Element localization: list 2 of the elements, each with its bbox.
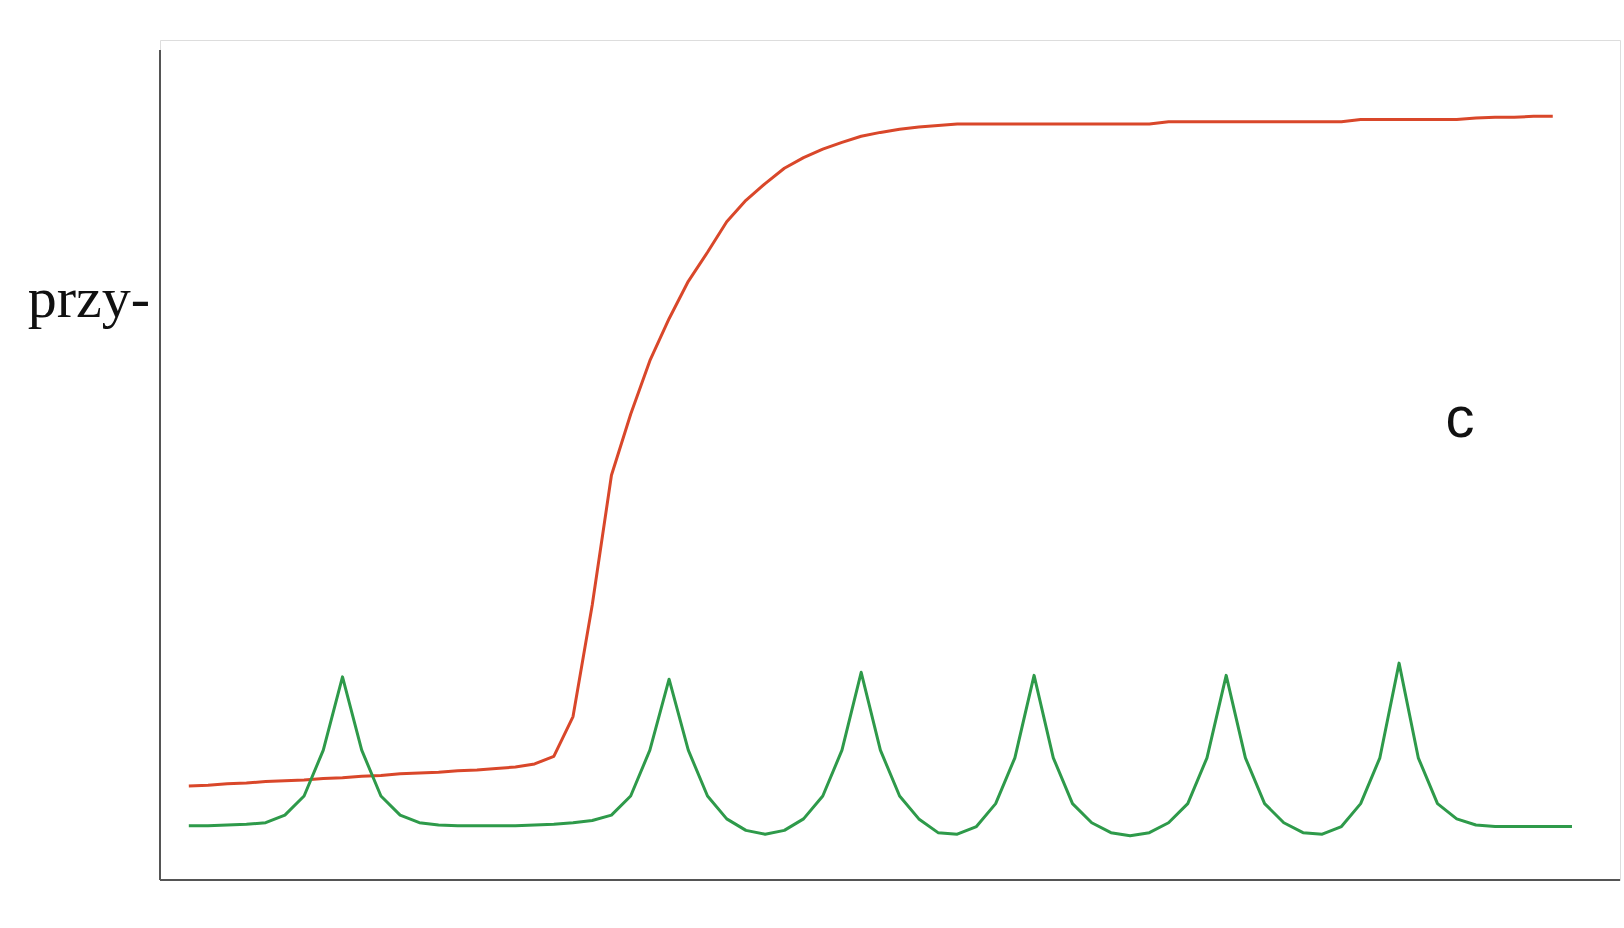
annotation: c	[1445, 384, 1475, 449]
text: przy-	[27, 265, 150, 330]
